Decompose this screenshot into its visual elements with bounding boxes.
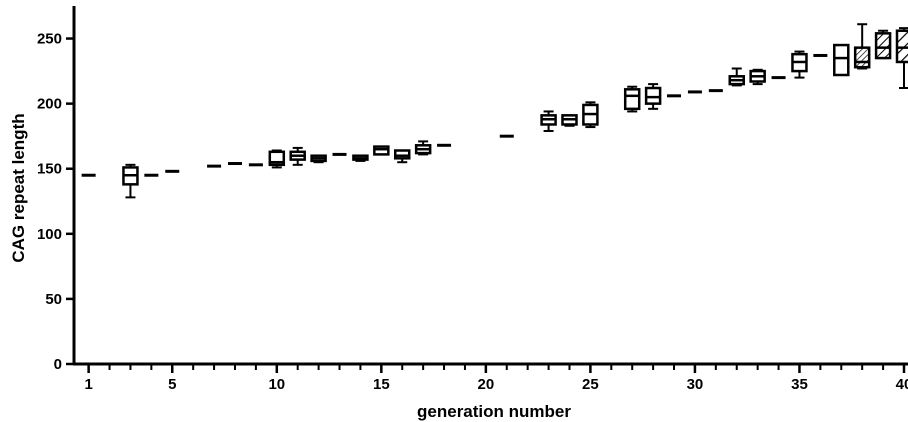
box-gen-11 — [289, 146, 306, 166]
x-axis-title: generation number — [417, 402, 571, 421]
box-gen-40 — [895, 27, 908, 90]
plot-area — [81, 23, 908, 199]
iqr-box-15 — [373, 145, 390, 156]
x-tick-label-1: 1 — [84, 376, 92, 393]
iqr-box-37 — [833, 43, 850, 77]
box-gen-33 — [749, 68, 766, 86]
y-tick-label-0: 0 — [54, 356, 62, 373]
box-gen-16 — [393, 149, 411, 164]
x-tick-label-10: 10 — [268, 376, 285, 393]
box-gen-37 — [833, 43, 850, 77]
x-tick-label-15: 15 — [373, 376, 390, 393]
iqr-box-39 — [874, 32, 892, 60]
x-tick-label-5: 5 — [168, 376, 176, 393]
y-tick-label-200: 200 — [37, 96, 62, 113]
iqr-box-27 — [623, 88, 641, 111]
x-tick-label-35: 35 — [791, 376, 808, 393]
iqr-box-38 — [853, 46, 871, 69]
box-gen-24 — [561, 114, 578, 127]
y-tick-label-150: 150 — [37, 161, 62, 178]
box-gen-14 — [352, 154, 369, 162]
box-gen-32 — [728, 67, 745, 87]
x-tick-label-40: 40 — [896, 376, 908, 393]
box-gen-39 — [874, 29, 892, 60]
x-tick-label-30: 30 — [687, 376, 704, 393]
box-gen-27 — [623, 85, 641, 113]
box-gen-35 — [791, 50, 808, 79]
box-gen-12 — [310, 154, 327, 164]
box-gen-17 — [414, 140, 432, 156]
iqr-box-40 — [895, 29, 908, 64]
y-axis-title: CAG repeat length — [9, 113, 28, 262]
iqr-box-16 — [393, 149, 411, 160]
y-tick-label-250: 250 — [37, 31, 62, 48]
box-gen-25 — [582, 101, 599, 129]
y-tick-label-50: 50 — [45, 291, 62, 308]
box-gen-10 — [268, 149, 286, 169]
box-gen-23 — [540, 110, 557, 132]
iqr-box-28 — [644, 86, 662, 105]
box-gen-15 — [373, 145, 390, 156]
box-gen-3 — [122, 163, 139, 199]
box-gen-38 — [853, 23, 871, 70]
axes: 0501001502002501510152025303540 — [37, 6, 908, 393]
x-tick-label-20: 20 — [478, 376, 495, 393]
x-tick-label-25: 25 — [582, 376, 599, 393]
y-tick-label-100: 100 — [37, 226, 62, 243]
box-gen-28 — [644, 83, 662, 110]
